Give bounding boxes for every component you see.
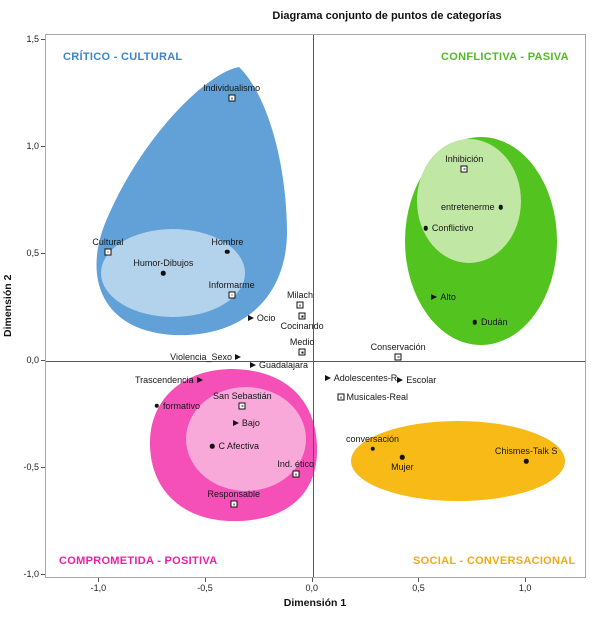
square-marker-icon — [230, 500, 238, 508]
point-label: Hombre — [211, 236, 244, 247]
quadrant-label-social-conversacional: SOCIAL - CONVERSACIONAL — [413, 555, 576, 567]
point-label: Alto — [440, 291, 456, 302]
y-tick-label: -0,5 — [23, 461, 39, 472]
x-tick-mark — [98, 578, 100, 582]
point-label: Medio — [289, 337, 315, 348]
point-label: conversación — [346, 433, 400, 444]
point-label: Responsable — [207, 489, 261, 500]
square-marker-icon — [337, 393, 344, 401]
dot-marker-icon — [472, 320, 478, 325]
point-label: Conservación — [370, 341, 426, 352]
point-label: Musicales-Real — [346, 392, 409, 403]
dot-marker-icon — [423, 226, 429, 231]
quadrant-label-comprometida-positiva: COMPROMETIDA - POSITIVA — [59, 555, 218, 567]
y-tick-mark — [41, 466, 45, 468]
x-tick-mark — [205, 578, 207, 582]
conflictiva-pasiva-inner-ellipse — [417, 139, 521, 263]
x-tick-label: 1,0 — [518, 583, 532, 593]
x-zero-reference-line — [312, 35, 314, 577]
triangle-marker-icon — [235, 353, 242, 360]
point-label: Adolescentes-R — [333, 373, 398, 384]
dot-marker-icon — [154, 403, 160, 409]
triangle-marker-icon — [324, 375, 331, 382]
y-tick-mark — [41, 146, 45, 148]
square-marker-icon — [104, 248, 112, 256]
point-label: Guadalajara — [259, 360, 309, 371]
point-label: entretenerme — [441, 202, 495, 213]
x-tick-label: -0,5 — [197, 583, 213, 593]
comprometida-positiva-inner-ellipse — [186, 387, 306, 491]
y-tick-mark — [41, 39, 45, 41]
point-label: Individualismo — [203, 83, 261, 94]
point-label: Ocio — [256, 313, 276, 324]
dot-marker-icon — [161, 271, 166, 276]
point-label: Escolar — [406, 375, 437, 386]
point-label: Violencia_Sexo — [170, 351, 233, 362]
dot-marker-icon — [210, 444, 215, 449]
point-label: C Afectiva — [218, 441, 259, 452]
x-tick-mark — [525, 578, 527, 582]
dot-marker-icon — [498, 204, 503, 210]
quadrant-label-conflictiva-pasiva: CONFLICTIVA - PASIVA — [441, 51, 569, 63]
point-label: Bajo — [241, 417, 260, 428]
y-tick-mark — [41, 573, 45, 575]
dot-marker-icon — [523, 459, 529, 464]
point-label: Inhibición — [445, 153, 484, 164]
y-tick-label: -1,0 — [23, 568, 39, 579]
triangle-marker-icon — [431, 293, 438, 300]
point-label: Cultural — [92, 236, 124, 247]
triangle-marker-icon — [247, 315, 254, 322]
chart-title: Diagrama conjunto de puntos de categoría… — [272, 10, 502, 22]
point-label: formativo — [162, 400, 200, 411]
y-tick-mark — [41, 359, 45, 361]
square-marker-icon — [238, 402, 246, 410]
y-axis-title: Dimensión 2 — [2, 274, 14, 338]
point-label: Informarme — [208, 279, 255, 290]
triangle-marker-icon — [196, 377, 203, 384]
point-label: San Sebastián — [213, 390, 272, 401]
square-marker-icon — [228, 94, 236, 102]
point-label: Cocinando — [280, 321, 324, 332]
x-tick-label: 0,5 — [412, 583, 425, 593]
y-zero-reference-line — [46, 360, 585, 362]
square-marker-icon — [296, 301, 304, 309]
point-label: Milach — [286, 290, 313, 301]
dot-marker-icon — [225, 249, 230, 255]
point-label: Chismes-Talk S — [494, 446, 558, 457]
point-label: Mujer — [391, 462, 414, 473]
critico-cultural-inner-ellipse — [101, 229, 245, 317]
square-marker-icon — [228, 291, 236, 299]
point-label: Ind. ético — [277, 459, 314, 470]
triangle-marker-icon — [250, 362, 256, 369]
y-tick-label: 0,0 — [26, 354, 39, 365]
point-label: Humor-Dibujos — [133, 258, 194, 269]
triangle-marker-icon — [232, 419, 239, 426]
square-marker-icon — [298, 312, 306, 320]
square-marker-icon — [394, 353, 402, 361]
y-tick-label: 0,5 — [26, 248, 39, 259]
x-tick-mark — [418, 578, 420, 582]
square-marker-icon — [460, 165, 468, 173]
square-marker-icon — [298, 348, 306, 356]
x-tick-label: 0,0 — [305, 583, 319, 593]
social-conversacional-region-shape — [351, 421, 565, 501]
quadrant-label-critico-cultural: CRÍTICO - CULTURAL — [63, 51, 183, 63]
y-tick-label: 1,0 — [26, 141, 39, 152]
dot-marker-icon — [400, 454, 405, 460]
point-label: Conflictivo — [431, 223, 474, 234]
x-tick-mark — [311, 578, 313, 582]
point-label: Dudán — [480, 317, 508, 328]
x-tick-label: -1,0 — [90, 583, 107, 593]
dot-marker-icon — [370, 446, 375, 451]
triangle-marker-icon — [397, 377, 404, 384]
point-label: Trascendencia — [134, 375, 194, 386]
square-marker-icon — [292, 470, 300, 478]
plot-area: CRÍTICO - CULTURAL CONFLICTIVA - PASIVA … — [45, 34, 586, 578]
x-axis-title: Dimensión 1 — [283, 597, 347, 609]
y-tick-mark — [41, 253, 45, 255]
cluster-regions — [96, 67, 565, 522]
y-tick-label: 1,5 — [26, 34, 39, 45]
